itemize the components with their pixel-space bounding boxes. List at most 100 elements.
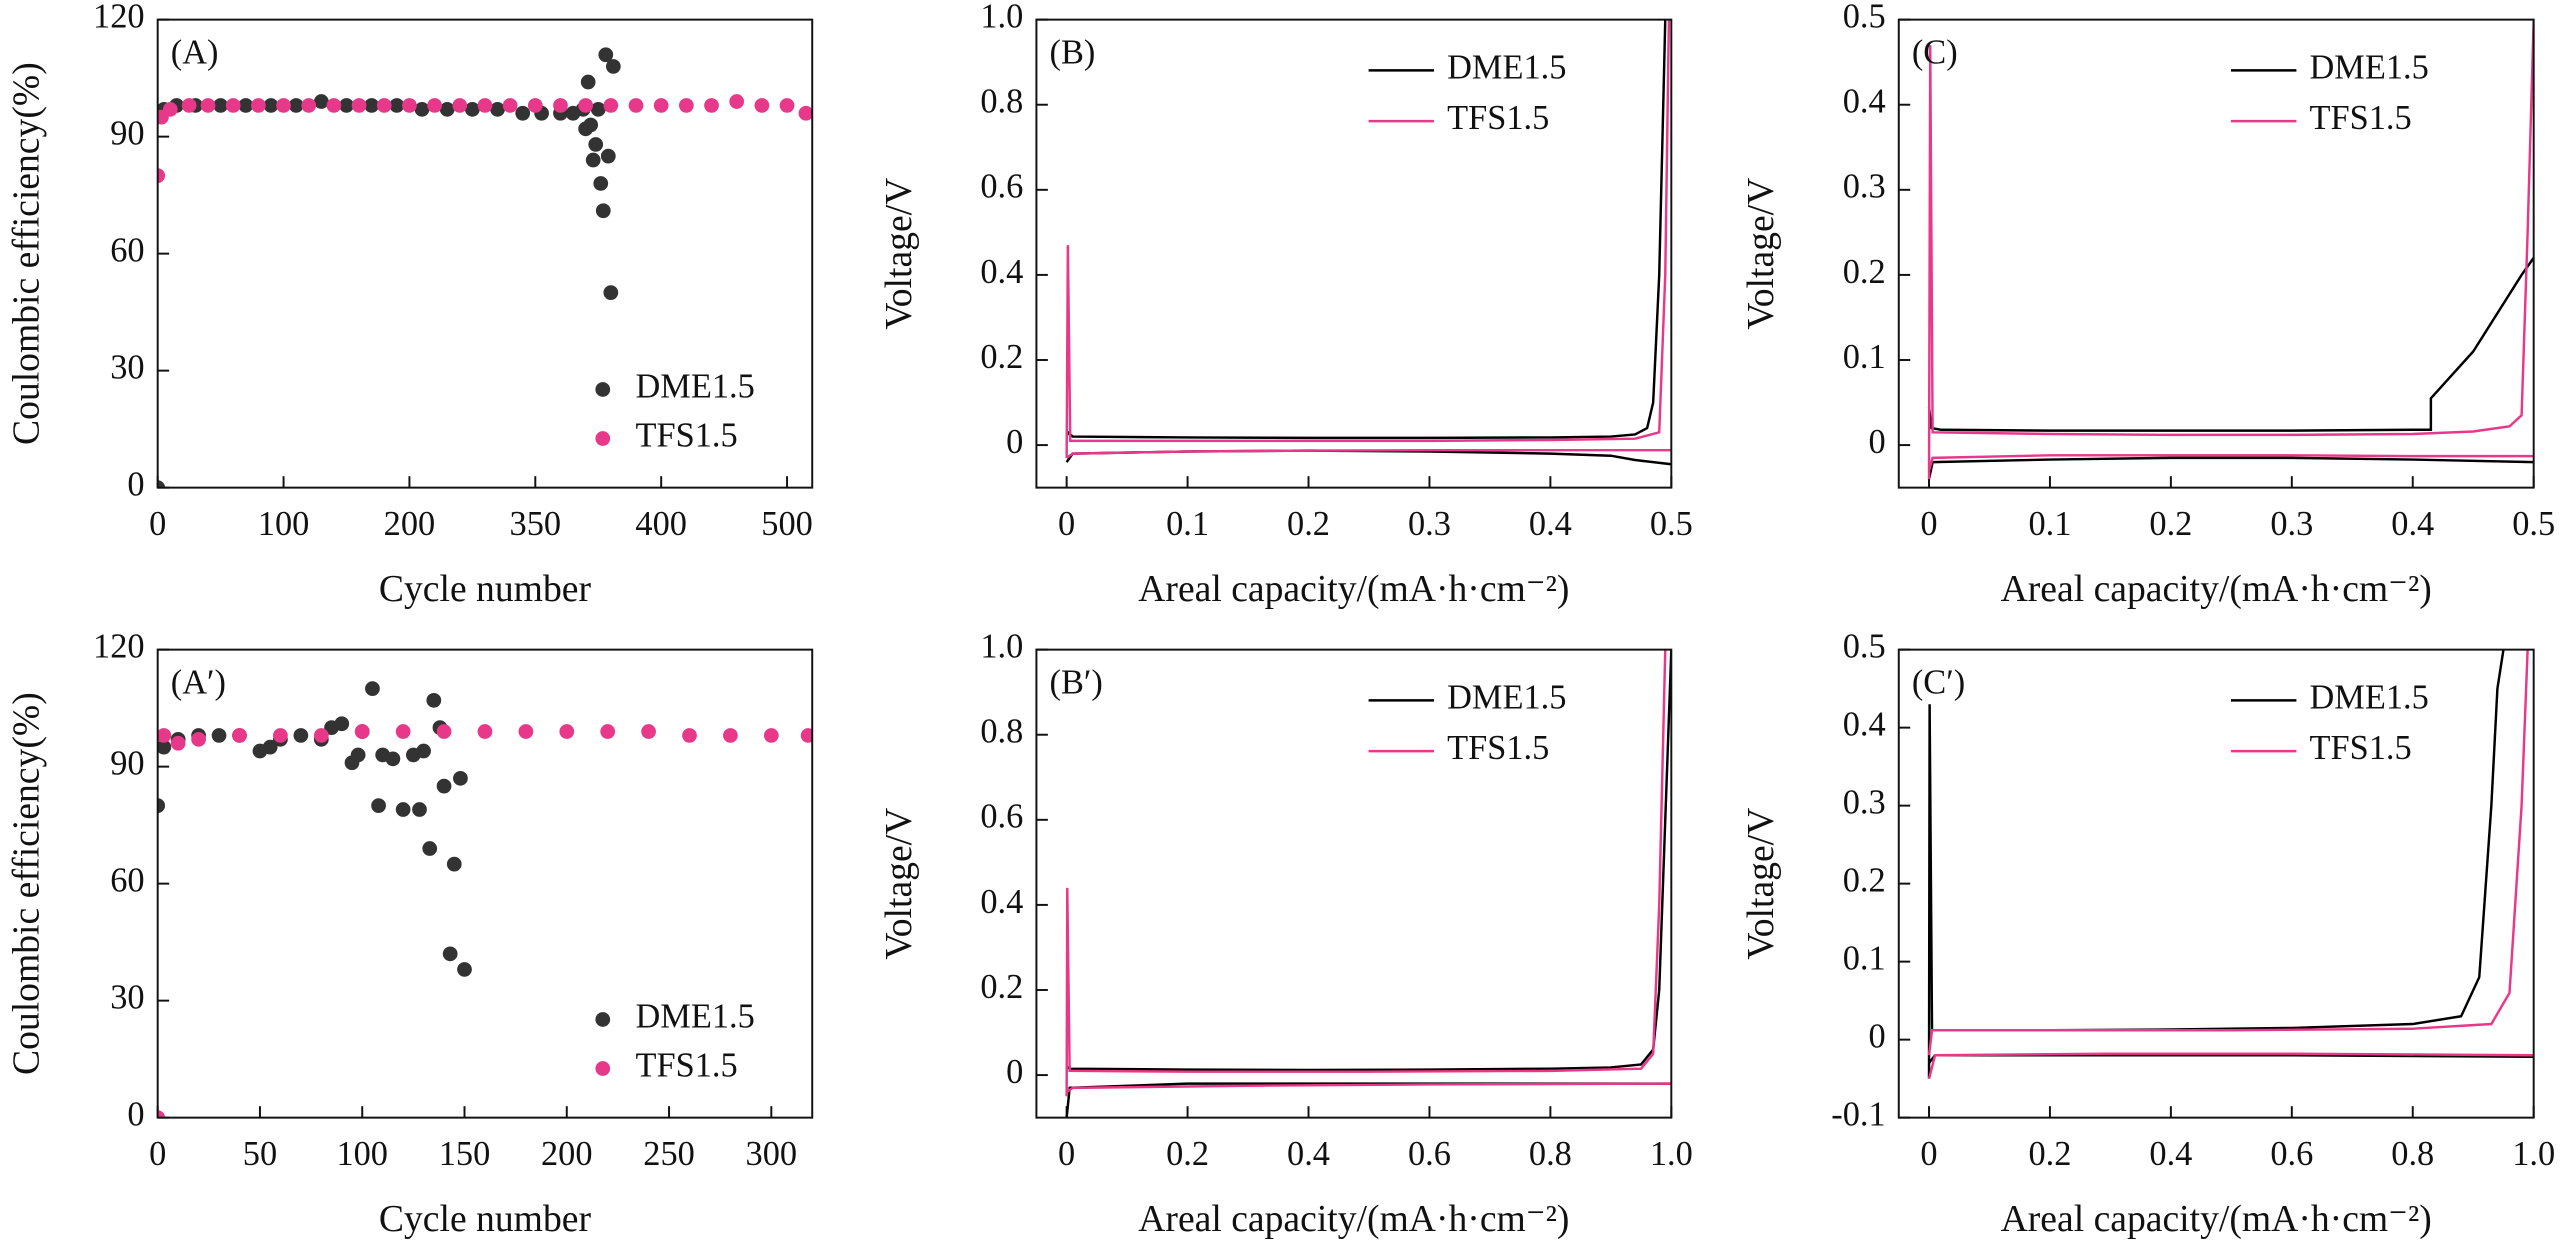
data-point: [313, 94, 329, 109]
data-point: [800, 728, 813, 743]
data-point: [590, 101, 606, 117]
plot-area: [1927, 19, 2534, 480]
x-tick-label: 0.2: [2149, 505, 2192, 543]
data-point: [439, 101, 455, 117]
y-tick-label: 0.1: [1843, 940, 1886, 978]
y-tick-label: 120: [93, 628, 145, 666]
x-tick-label: 200: [541, 1135, 593, 1173]
x-tick-label: 0.1: [1166, 505, 1209, 543]
line-series: [1065, 1082, 1672, 1094]
legend-label: TFS1.5: [2310, 729, 2412, 767]
legend-marker: [595, 382, 611, 397]
x-tick-label: 0.6: [2270, 1135, 2313, 1173]
y-tick-label: 60: [110, 232, 144, 270]
axes-frame: [156, 18, 814, 489]
legend-label: DME1.5: [635, 997, 754, 1035]
legend-label: DME1.5: [2310, 678, 2429, 716]
data-point: [518, 724, 534, 739]
data-point: [412, 802, 427, 817]
x-tick-label: 350: [510, 505, 562, 543]
data-point: [515, 105, 531, 121]
axes-frame: [1035, 18, 1673, 489]
data-point: [452, 98, 468, 113]
x-tick-label: 0.2: [1166, 1135, 1209, 1173]
panel: 0 50 100 150 200 250 300 0 30 60 90 120 Cycle number…: [6, 628, 814, 1240]
data-point: [457, 962, 472, 977]
data-point: [334, 716, 350, 732]
data-point: [238, 98, 254, 113]
x-tick-label: 0.8: [2391, 1135, 2434, 1173]
line-series: [1065, 649, 1667, 1097]
line-series: [1927, 1052, 2534, 1079]
x-tick-label: 0.3: [1408, 505, 1451, 543]
panel: 0 0.2 0.4 0.6 0.8 1.0 -0.1 0 0.1 0.2 0.3 0.4 0.5 Area…: [1740, 628, 2555, 1240]
x-tick-label: 300: [746, 1135, 798, 1173]
x-tick-label: 400: [635, 505, 687, 543]
x-tick-label: 200: [384, 505, 436, 543]
data-point: [162, 101, 178, 117]
legend-label: DME1.5: [635, 367, 754, 405]
legend-label: DME1.5: [1447, 678, 1566, 716]
data-point: [416, 743, 431, 759]
x-tick-label: 0.5: [2512, 505, 2555, 543]
data-point: [603, 98, 619, 113]
y-axis-label: Coulombic efficiency(%): [6, 62, 48, 445]
data-point: [389, 98, 405, 113]
data-point: [414, 101, 430, 117]
x-tick-label: 0: [1058, 1135, 1075, 1173]
legend-marker: [595, 1012, 611, 1027]
legend-label: TFS1.5: [2310, 99, 2412, 137]
data-point: [446, 856, 462, 872]
data-point: [723, 728, 738, 743]
line-series: [1927, 257, 2534, 432]
y-axis-label: Coulombic efficiency(%): [6, 692, 48, 1075]
y-tick-label: 1.0: [980, 628, 1023, 666]
x-tick-label: 0: [1920, 1135, 1937, 1173]
data-point: [580, 74, 596, 90]
x-tick-label: 1.0: [1650, 1135, 1693, 1173]
data-point: [553, 98, 568, 113]
x-tick-label: 0: [1058, 505, 1075, 543]
data-point: [641, 724, 656, 739]
y-tick-label: 1.0: [980, 0, 1023, 36]
data-point: [595, 203, 611, 219]
data-point: [354, 724, 370, 739]
data-point: [181, 98, 197, 113]
data-point: [263, 98, 279, 113]
data-point: [364, 98, 380, 113]
data-point: [211, 728, 227, 743]
y-tick-label: -0.1: [1831, 1096, 1885, 1134]
data-point: [157, 168, 166, 183]
x-tick-label: 0.4: [2149, 1135, 2192, 1173]
x-axis-label: Areal capacity/(mA·h·cm⁻²): [1138, 1198, 1569, 1240]
plot-area: [157, 47, 813, 488]
y-tick-label: 0.5: [1843, 628, 1886, 666]
y-tick-label: 60: [110, 862, 144, 900]
x-tick-label: 0: [149, 505, 166, 543]
data-point: [157, 728, 172, 743]
line-series: [1065, 649, 1672, 1072]
line-series: [1927, 456, 2534, 480]
x-axis-label: Cycle number: [379, 568, 592, 610]
y-tick-label: 0.2: [1843, 862, 1886, 900]
panel: 0 0.2 0.4 0.6 0.8 1.0 0 0.2 0.4 0.6 0.8 1.0 Areal ca…: [878, 628, 1693, 1240]
data-point: [339, 98, 354, 113]
x-tick-label: 0: [1920, 505, 1937, 543]
data-point: [301, 98, 317, 113]
legend-label: TFS1.5: [635, 1046, 737, 1084]
data-point: [371, 798, 386, 813]
data-point: [588, 137, 604, 152]
data-point: [288, 98, 304, 113]
data-point: [157, 480, 166, 488]
x-tick-label: 0.4: [1287, 1135, 1330, 1173]
data-point: [350, 747, 366, 763]
plot-area: [1065, 19, 1672, 466]
data-point: [262, 739, 278, 755]
data-point: [191, 731, 206, 747]
line-series: [1065, 19, 1667, 440]
data-point: [490, 101, 505, 117]
data-point: [395, 724, 411, 739]
y-tick-label: 0.6: [980, 168, 1023, 206]
data-point: [213, 98, 228, 113]
